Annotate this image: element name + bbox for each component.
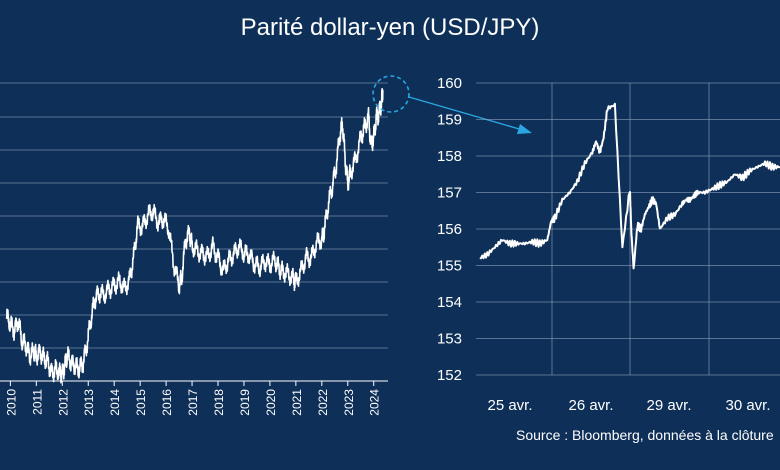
x-tick-label: 2018 — [212, 389, 226, 416]
y-tick-label: 157 — [437, 185, 462, 202]
y-tick-label: 156 — [437, 221, 462, 238]
x-tick-label: 2021 — [290, 389, 304, 416]
y-tick-label: 158 — [437, 148, 462, 165]
y-tick-label: 160 — [437, 75, 462, 92]
x-tick-label: 25 avr. — [487, 397, 532, 414]
x-tick-label: 2016 — [160, 389, 174, 416]
left-chart: 2010 2011 2012 2013 2014 2015 2016 2017 2018 2019… — [0, 75, 532, 416]
y-tick-label: 154 — [437, 294, 462, 311]
highlight-circle — [372, 75, 410, 113]
x-tick-label: 2015 — [134, 389, 148, 416]
x-tick-label: 26 avr. — [568, 397, 613, 414]
source-note: Source : Bloomberg, données à la clôture — [516, 427, 774, 443]
x-tick-label: 2024 — [368, 389, 382, 416]
x-tick-label: 2020 — [264, 389, 278, 416]
x-tick-label: 2022 — [316, 389, 330, 416]
x-tick-label: 29 avr. — [646, 397, 691, 414]
x-tick-label: 2023 — [342, 389, 356, 416]
right-chart: 152 153 154 155 156 157 158 159 160 25 avr. 26 avr… — [437, 75, 780, 414]
series-line-zoom — [479, 102, 780, 270]
x-tick-label: 2010 — [4, 389, 18, 416]
x-tick-label: 30 avr. — [725, 397, 770, 414]
zoom-arrow-line — [408, 96, 527, 132]
x-tick-label: 2013 — [82, 389, 96, 416]
y-tick-label: 155 — [437, 258, 462, 275]
x-tick-label: 2017 — [186, 389, 200, 416]
y-tick-label: 153 — [437, 331, 462, 348]
zoom-arrow-head — [517, 124, 532, 134]
y-tick-label: 159 — [437, 112, 462, 129]
x-tick-label: 2011 — [30, 389, 44, 415]
series-line-long-term — [5, 87, 384, 384]
x-tick-label: 2014 — [108, 389, 122, 416]
chart-title: Parité dollar-yen (USD/JPY) — [240, 14, 540, 41]
y-tick-label: 152 — [437, 367, 462, 384]
x-tick-label: 2019 — [238, 389, 252, 416]
x-tick-label: 2012 — [56, 389, 70, 416]
